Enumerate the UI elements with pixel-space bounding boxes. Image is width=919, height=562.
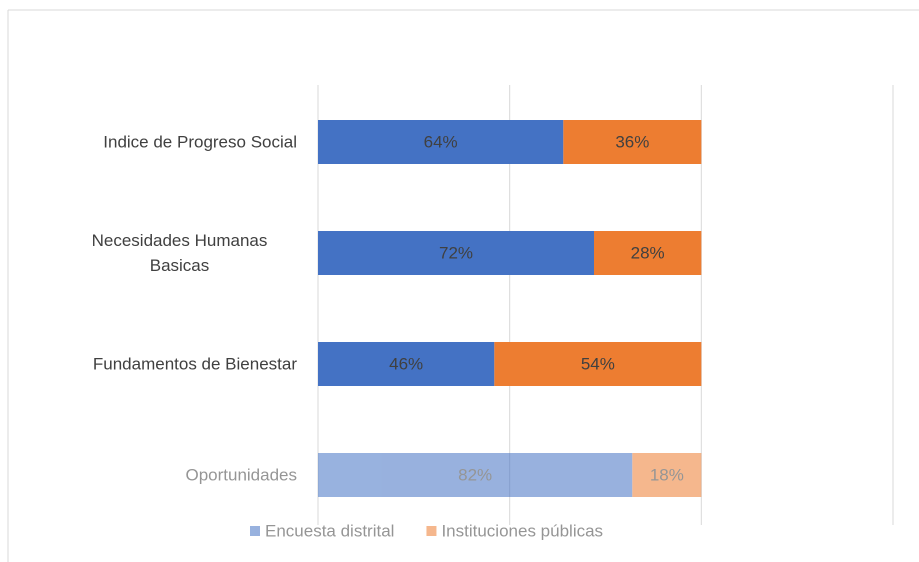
bar-segment [563, 120, 702, 164]
value-label: 54% [581, 354, 615, 373]
bar-segment [494, 342, 702, 386]
bar-segment [318, 342, 495, 386]
value-label: 36% [615, 132, 649, 151]
category-text: Fundamentos de Bienestar [92, 354, 297, 374]
value-label: 64% [424, 132, 458, 151]
bar-segment [318, 453, 633, 497]
category-label: Indice de Progreso Social [103, 130, 297, 155]
legend-label: Encuesta distrital [265, 521, 394, 540]
bar-segment [632, 453, 702, 497]
value-label: 82% [458, 465, 492, 484]
category-label: Fundamentos de Bienestar [93, 352, 297, 377]
bar-segment [318, 120, 564, 164]
bar-segment [594, 231, 702, 275]
category-label: Oportunidades [185, 463, 297, 488]
value-label: 72% [439, 243, 473, 262]
legend: Encuesta distrital Instituciones públicas [250, 521, 603, 540]
value-label: 28% [631, 243, 665, 262]
category-text: Indice de Progreso Social [103, 132, 297, 152]
legend-label: Instituciones públicas [441, 521, 603, 540]
bar-row: 82% 18% [318, 453, 702, 497]
value-label: 46% [389, 354, 423, 373]
category-text: Necesidades Humanas Basicas [91, 231, 268, 275]
value-label: 18% [650, 465, 684, 484]
legend-swatch [426, 526, 437, 536]
legend-swatch [250, 526, 260, 536]
bar-row: 72% 28% [318, 231, 702, 275]
category-label: Necesidades Humanas Basicas [62, 228, 297, 278]
bar-row: 64% 36% [318, 120, 702, 164]
category-text: Oportunidades [185, 465, 297, 485]
bar-row: 46% 54% [318, 342, 702, 386]
bar-segment [318, 231, 594, 275]
